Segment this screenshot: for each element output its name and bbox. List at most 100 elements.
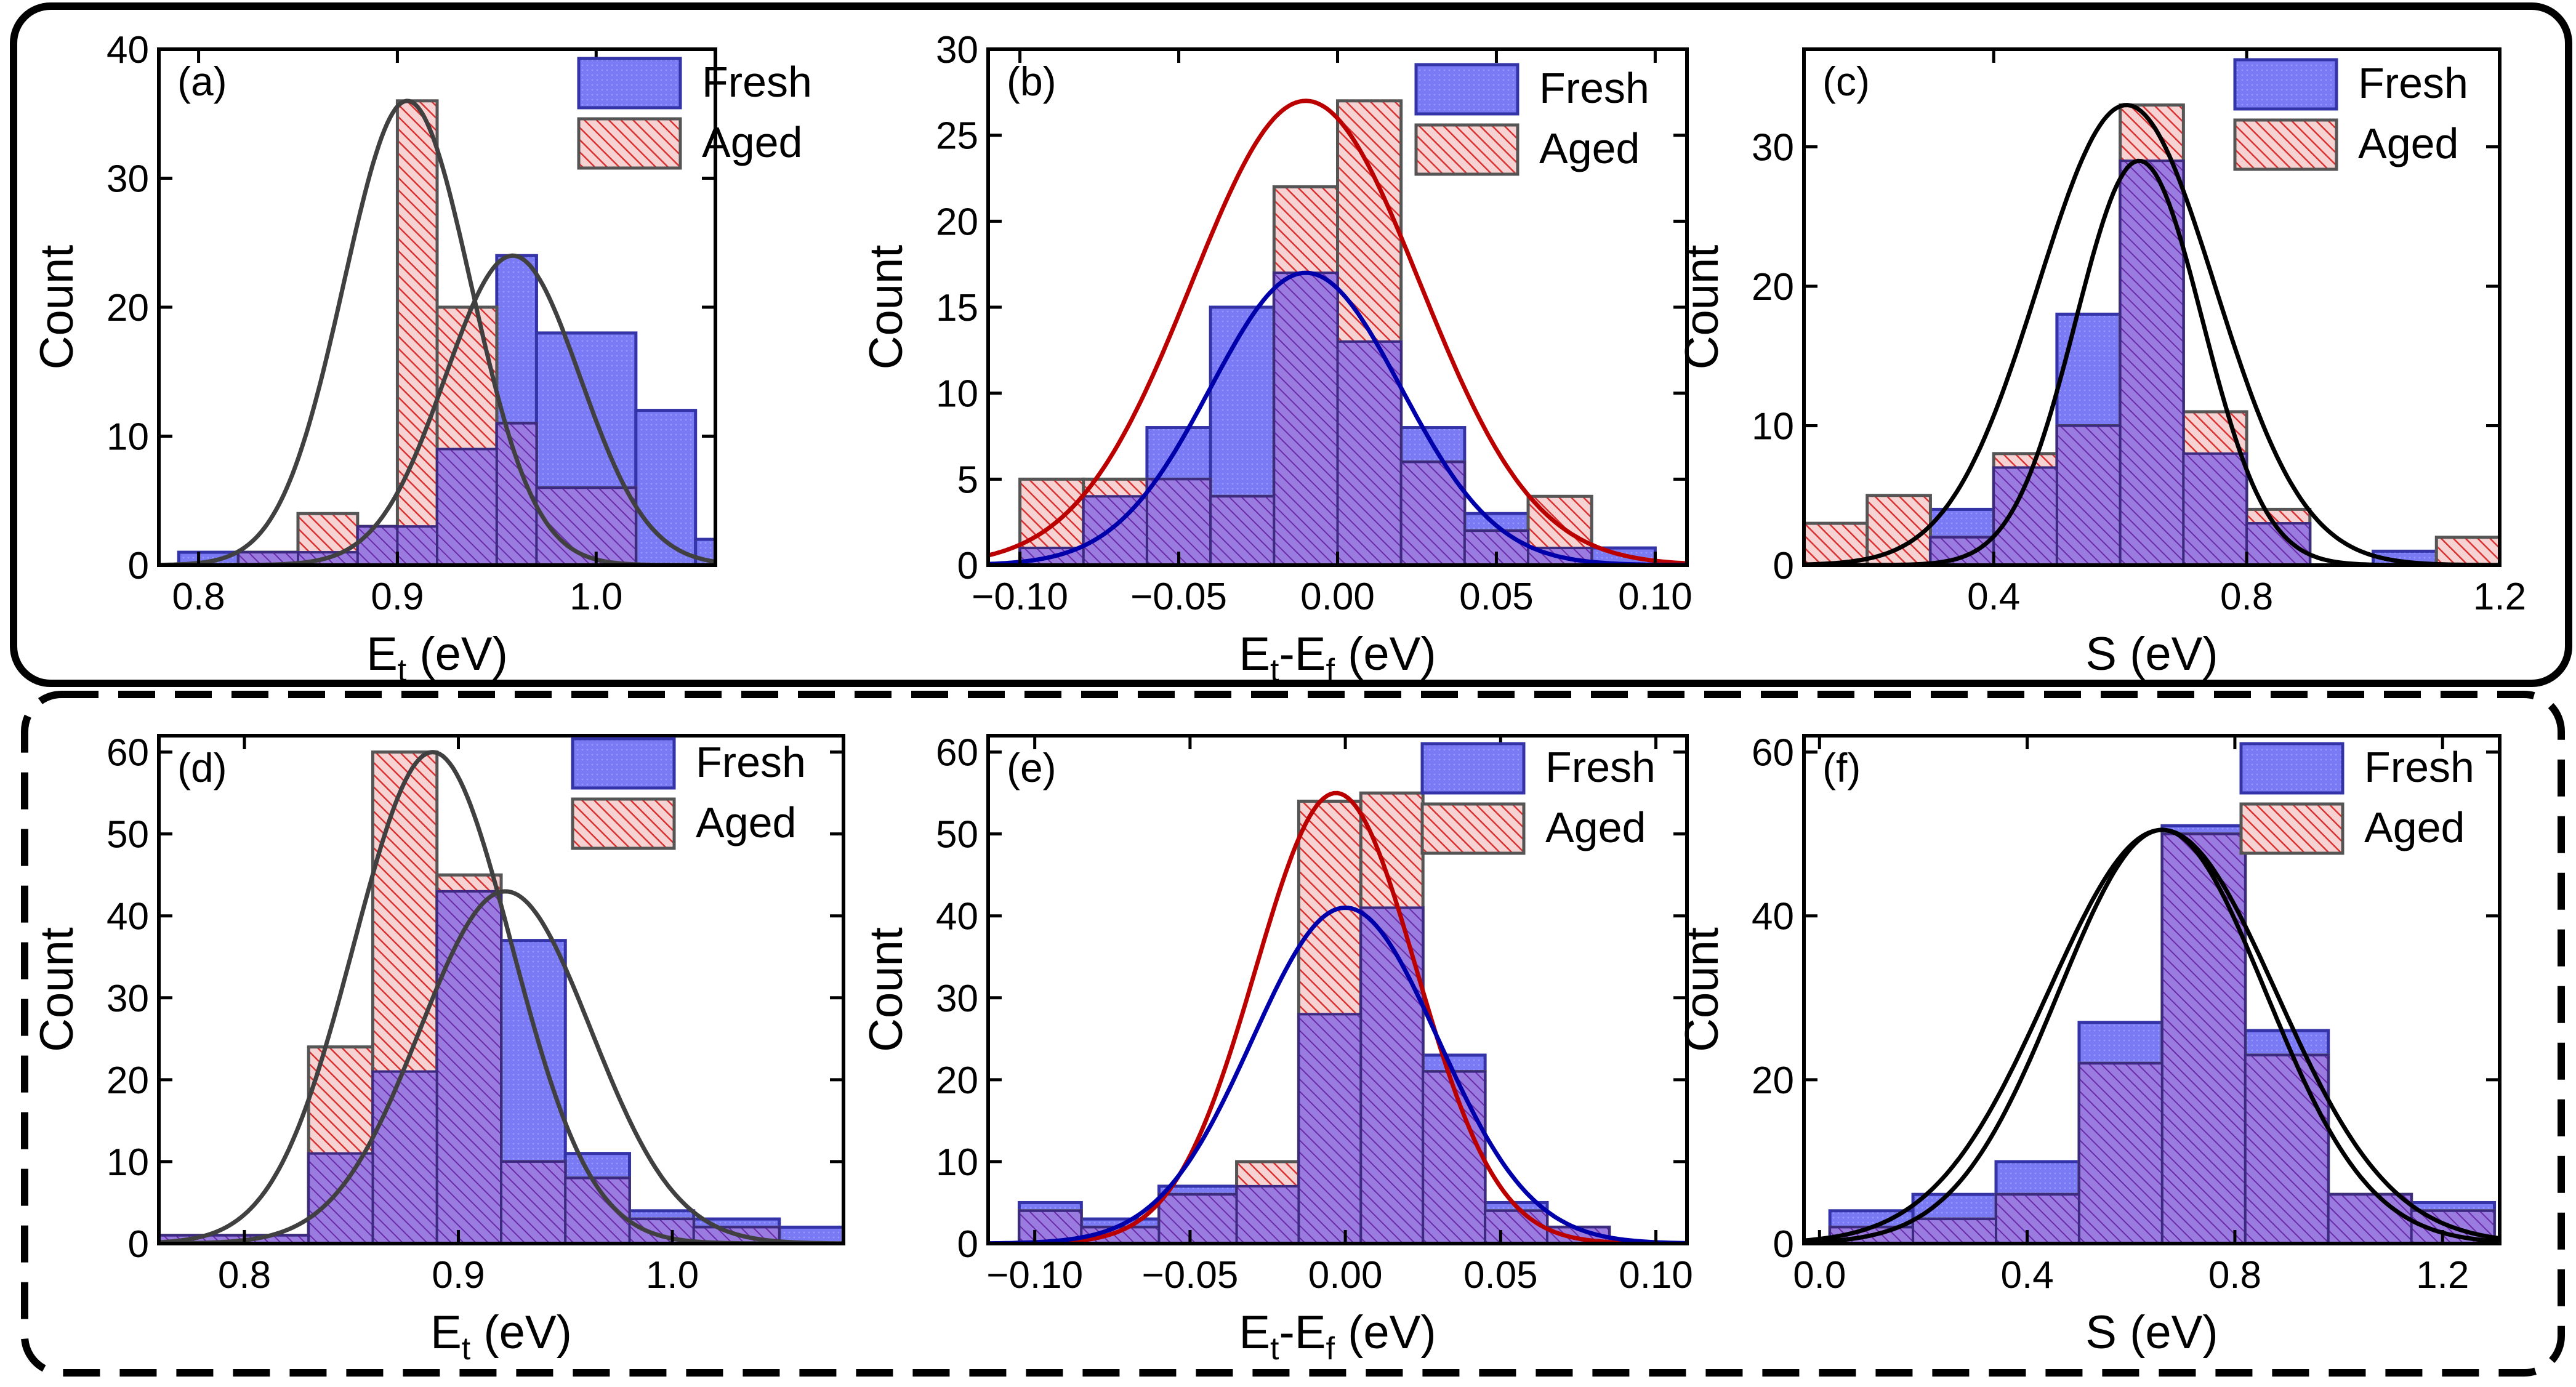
y-tick-label: 50	[107, 814, 149, 856]
panel-d: 0.8 0.9 1.0 0 10 20 30 40 50 60 Count Et (eV) (d) Fre…	[31, 732, 845, 1367]
plot-area	[988, 790, 1687, 1244]
x-tick-label: 0.4	[2001, 1254, 2054, 1297]
overlap-bar	[1995, 1193, 2080, 1244]
x-axis-label: Et (eV)	[430, 1306, 572, 1367]
axes-frame	[157, 734, 845, 1245]
aged-bar	[1866, 494, 1932, 565]
x-tick-label: −0.05	[1141, 1254, 1238, 1297]
y-axis-label: Count	[860, 245, 912, 370]
y-tick-label: 15	[936, 287, 978, 329]
legend-fresh-label: Fresh	[1539, 64, 1649, 112]
legend-aged-label: Aged	[1539, 124, 1640, 172]
gaussian-fit-line	[988, 98, 1687, 565]
y-tick-label: 0	[957, 545, 978, 587]
x-label-rest-2: (eV)	[1335, 1306, 1436, 1359]
y-tick-label: 10	[107, 1141, 149, 1184]
x-label-rest: -E	[1279, 1306, 1326, 1359]
gaussian-fit-line	[1804, 827, 2500, 1243]
legend-aged-label: Aged	[702, 118, 802, 166]
plot-area	[1804, 824, 2500, 1244]
overlap-bar	[2160, 832, 2247, 1244]
y-tick-label: 30	[107, 158, 149, 201]
overlap-bar	[2182, 452, 2248, 565]
x-tick-label: 0.0	[1793, 1254, 1846, 1297]
x-tick-label: 0.8	[2220, 576, 2273, 618]
overlap-bar	[2055, 424, 2122, 565]
plot-area	[1804, 103, 2500, 565]
x-tick-label: 0.9	[371, 576, 424, 618]
overlap-bar	[2244, 1053, 2330, 1244]
x-tick-label: 1.0	[646, 1254, 699, 1297]
y-axis-label: Count	[31, 927, 83, 1052]
legend-fresh-swatch	[1420, 742, 1526, 795]
plot-area	[988, 98, 1687, 565]
x-label-rest: (eV)	[406, 628, 508, 680]
axes-frame	[986, 734, 1689, 1245]
x-tick-label: 0.4	[1967, 576, 2020, 618]
legend-fresh-swatch	[571, 737, 676, 790]
overlap-bar	[1336, 340, 1403, 565]
overlap-bar	[307, 1152, 374, 1244]
panel-label: (a)	[177, 58, 227, 104]
y-tick-label: 60	[107, 732, 149, 774]
y-tick-label: 40	[107, 896, 149, 938]
y-tick-label: 40	[936, 896, 978, 938]
panel-label: (c)	[1822, 58, 1870, 104]
overlap-bar	[1484, 1209, 1548, 1244]
x-label-main: E	[430, 1306, 462, 1359]
legend-fresh-label: Fresh	[702, 58, 812, 106]
y-tick-label: 20	[107, 287, 149, 329]
panel-a: 0.8 0.9 1.0 0 10 20 30 40 Count Et (eV) (a) Fresh Ag…	[31, 29, 812, 688]
panel-label: (e)	[1007, 745, 1057, 790]
panel-b: −0.10 −0.05 0.00 0.05 0.10 0 5 10 15 20 25 30 Count E…	[860, 29, 1693, 688]
x-axis-label: S (eV)	[2085, 628, 2218, 680]
gaussian-fit-line	[159, 889, 843, 1244]
legend-aged-swatch	[1420, 802, 1526, 855]
x-tick-label: 0.00	[1308, 1254, 1383, 1297]
y-tick-label: 25	[936, 115, 978, 158]
legend-aged-label: Aged	[2364, 803, 2465, 851]
x-tick-label: 0.00	[1300, 576, 1375, 618]
plot-area	[159, 750, 843, 1244]
y-tick-label: 20	[1752, 266, 1794, 308]
legend-fresh-swatch	[1414, 63, 1519, 116]
x-tick-label: 0.10	[1618, 576, 1693, 618]
axes-frame	[1802, 734, 2502, 1245]
panel-f: 0.0 0.4 0.8 1.2 0 20 40 60 Count S (eV) (f) Fresh Ag…	[1676, 732, 2502, 1359]
x-label-main: S (eV)	[2085, 1306, 2218, 1359]
y-tick-label: 40	[107, 29, 149, 71]
overlap-bar	[1297, 1013, 1362, 1244]
legend-aged-label: Aged	[1545, 803, 1646, 851]
x-label-rest-2: (eV)	[1335, 628, 1436, 680]
gaussian-fit-line	[988, 790, 1687, 1244]
y-tick-label: 40	[1752, 896, 1794, 938]
x-tick-label: 1.2	[2473, 576, 2526, 618]
overlap-bar	[1235, 1184, 1300, 1244]
x-tick-label: 0.05	[1463, 1254, 1538, 1297]
y-axis-label: Count	[31, 245, 83, 370]
legend-fresh-label: Fresh	[696, 738, 806, 786]
overlap-bar	[2077, 1062, 2163, 1244]
overlap-bar	[436, 448, 498, 565]
axes-frame	[1802, 47, 2502, 567]
x-axis-label: Et-Ef (eV)	[1239, 1306, 1436, 1367]
gaussian-fit-line	[988, 905, 1687, 1244]
x-label-main: E	[1239, 1306, 1270, 1359]
y-tick-label: 0	[128, 1223, 149, 1266]
y-tick-label: 20	[107, 1059, 149, 1102]
legend-aged-swatch	[2239, 802, 2345, 855]
y-tick-label: 30	[107, 978, 149, 1020]
x-label-main: E	[366, 628, 398, 680]
x-label-subscript: t	[1270, 653, 1279, 688]
y-axis-label: Count	[1676, 927, 1728, 1052]
overlap-bar	[535, 486, 637, 565]
legend-fresh-label: Fresh	[2364, 743, 2474, 791]
overlap-bar	[628, 1218, 695, 1244]
x-tick-label: 0.05	[1459, 576, 1534, 618]
overlap-bar	[435, 890, 502, 1244]
x-label-main: E	[1239, 628, 1270, 680]
gaussian-fit-line	[988, 270, 1687, 565]
x-label-rest: (eV)	[470, 1306, 572, 1359]
y-tick-label: 50	[936, 814, 978, 856]
x-tick-label: 1.2	[2416, 1254, 2469, 1297]
